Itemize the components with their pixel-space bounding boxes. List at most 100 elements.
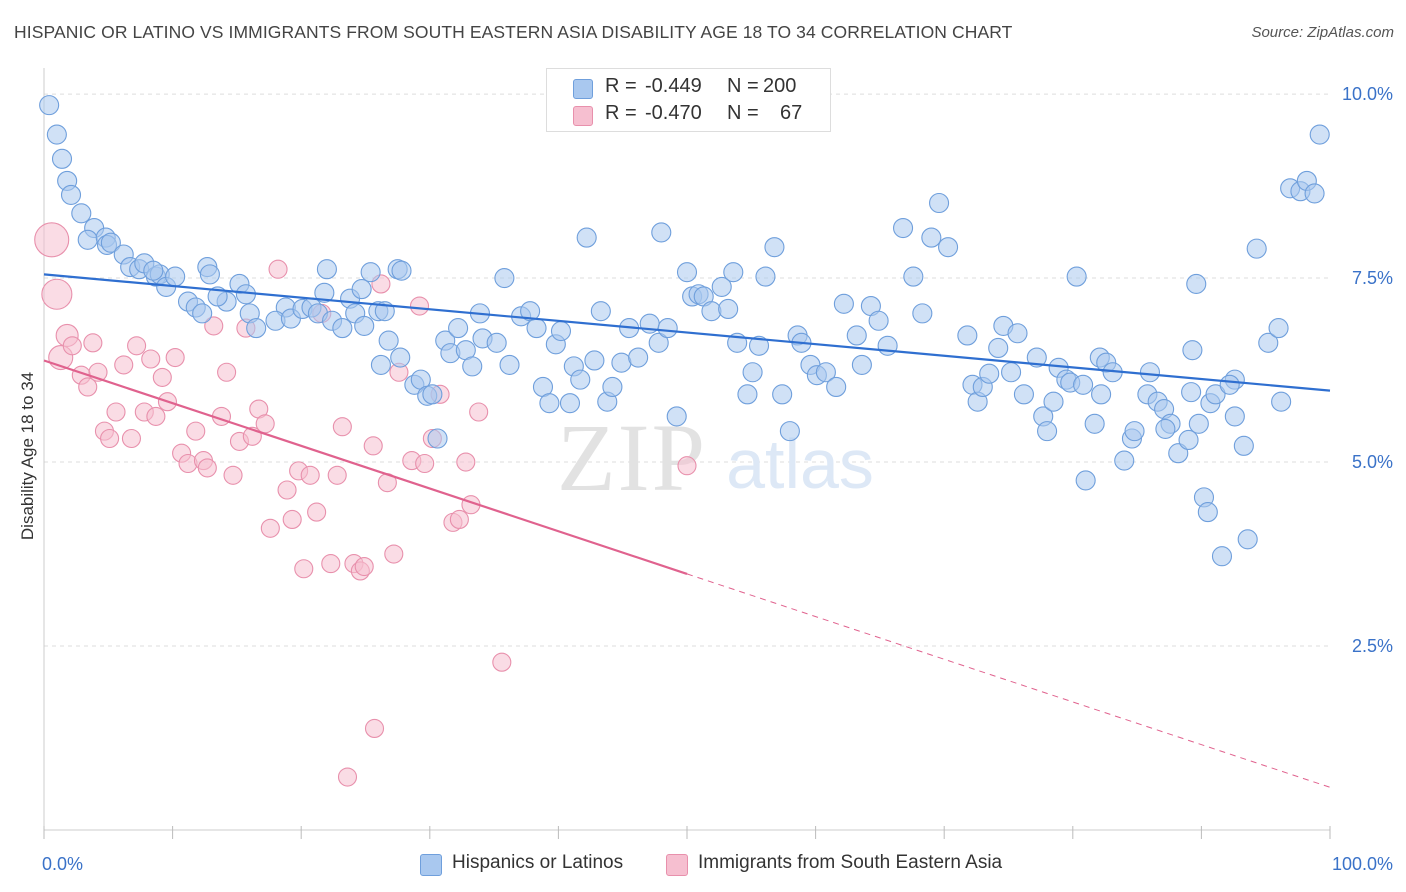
data-point [106, 402, 126, 422]
grid-lines [44, 93, 1330, 647]
data-point [570, 369, 591, 390]
watermark: ZIP atlas [557, 404, 874, 511]
legend-swatch-blue [573, 79, 593, 99]
blue-series-points [39, 95, 1330, 567]
data-point [469, 402, 489, 422]
data-point [1309, 124, 1330, 145]
data-point [737, 384, 758, 405]
data-point [378, 330, 399, 351]
data-point [559, 393, 581, 414]
data-point [1246, 238, 1267, 259]
data-point [255, 414, 275, 434]
data-point [979, 363, 1000, 384]
data-point [146, 406, 166, 426]
source-credit: Source: ZipAtlas.com [1251, 24, 1394, 41]
data-point [121, 428, 141, 449]
data-point [611, 352, 632, 373]
tick-labels: 2.5% 5.0% 7.5% 10.0% 0.0% 100.0% [42, 84, 1393, 874]
data-point [384, 544, 404, 564]
data-point [1139, 362, 1161, 383]
data-point [46, 124, 67, 145]
data-point [892, 217, 914, 239]
data-point [456, 452, 476, 472]
data-point [314, 282, 335, 303]
data-point [448, 318, 469, 339]
data-point [360, 262, 381, 283]
axes [43, 68, 1331, 839]
x-tick-label: 100.0% [1332, 854, 1393, 874]
data-point [332, 417, 352, 437]
data-point [62, 336, 82, 356]
trend-lines [43, 273, 1331, 788]
data-point [192, 303, 213, 324]
data-point [676, 262, 698, 283]
data-point [1237, 529, 1258, 550]
data-point [772, 384, 793, 405]
data-point [648, 332, 669, 353]
data-point [576, 227, 597, 248]
data-point [370, 354, 391, 375]
data-point [51, 148, 73, 169]
data-point [363, 436, 383, 456]
legend-n-value: 200 [763, 75, 797, 97]
trend-line-hispanics [43, 273, 1331, 392]
legend-swatch-blue [420, 854, 442, 876]
data-point [60, 184, 82, 205]
data-point [815, 362, 836, 383]
data-point [1181, 382, 1202, 403]
data-point [41, 278, 73, 310]
data-point [1155, 418, 1176, 439]
data-point [677, 456, 697, 476]
data-point [833, 293, 854, 314]
data-point [590, 301, 611, 322]
data-point [701, 301, 722, 322]
data-point [277, 480, 297, 500]
data-point [550, 320, 572, 342]
data-point [197, 458, 217, 478]
data-point [364, 718, 385, 738]
data-point [143, 260, 164, 281]
data-point [1188, 413, 1209, 434]
data-point [1268, 318, 1289, 339]
data-point [165, 347, 185, 368]
data-point [921, 227, 942, 248]
data-point [584, 350, 605, 371]
data-point [1001, 362, 1022, 383]
data-point [282, 509, 302, 529]
data-point [1224, 406, 1245, 427]
data-point [1182, 340, 1203, 361]
data-point [764, 237, 785, 258]
data-point [316, 259, 337, 280]
data-point [826, 376, 847, 398]
data-point [628, 347, 649, 368]
data-point [34, 222, 70, 258]
data-point [390, 347, 411, 368]
legend-swatch-pink [573, 106, 593, 126]
data-point [1114, 450, 1135, 471]
data-point [723, 262, 744, 283]
data-point [186, 421, 206, 441]
data-point [1084, 413, 1105, 434]
x-tick-label: 0.0% [42, 854, 83, 874]
data-point [100, 428, 120, 449]
trend-line-immigrants-projection [686, 573, 1331, 788]
data-point [718, 298, 739, 320]
legend-r-value: -0.470 [645, 102, 702, 124]
legend-item-label: Immigrants from South Eastern Asia [698, 852, 1003, 873]
data-point [539, 393, 560, 414]
correlation-legend: R = -0.449 N = 200 R = -0.470 N = 67 [546, 68, 831, 132]
data-point [877, 335, 898, 356]
data-point [711, 276, 732, 297]
y-tick-label: 10.0% [1342, 84, 1393, 104]
legend-row-immigrants: R = -0.470 N = 67 [547, 100, 830, 128]
data-point [651, 222, 672, 243]
data-point [1091, 384, 1112, 405]
data-point [204, 316, 224, 336]
data-point [1007, 323, 1028, 344]
legend-n-label: N = [727, 102, 759, 124]
trend-line-immigrants [43, 359, 688, 575]
legend-row-hispanics: R = -0.449 N = 200 [547, 73, 830, 101]
data-point [127, 336, 147, 356]
data-point [307, 502, 327, 522]
